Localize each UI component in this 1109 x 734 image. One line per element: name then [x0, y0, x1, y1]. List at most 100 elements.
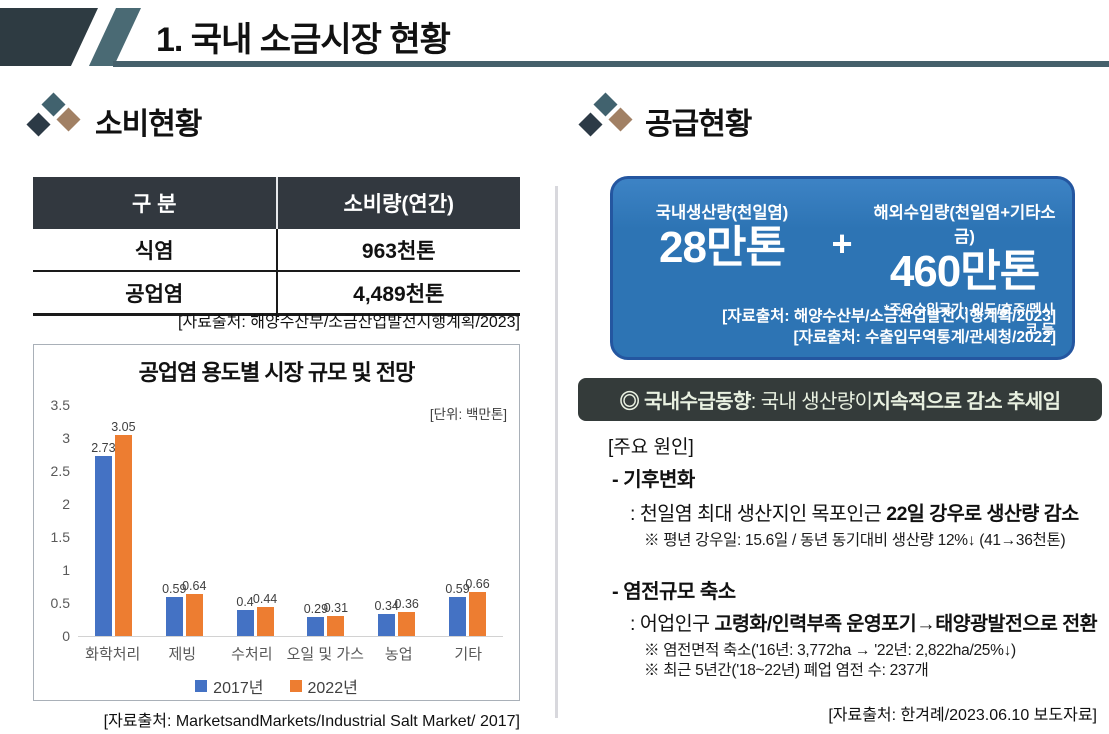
bar: [469, 592, 487, 636]
supply-box-row: 국내생산량(천일염) 28만톤 + 해외수입량(천일염+기타소금) 460만톤 …: [613, 179, 1072, 338]
bar-with-label: 0.36: [395, 597, 419, 636]
cause2-note2: ※ 최근 5년간('18~22년) 폐업 염전 수: 237개: [644, 662, 929, 679]
bar: [307, 616, 325, 636]
legend-item: 2022년: [289, 674, 358, 698]
chart-plot: 2.73 3.05 0.59 0.64 0.4 0.44 0.29 0.31 0.34 0.36 0…: [51, 397, 503, 644]
chart-groups: 2.73 3.05 0.59 0.64 0.4 0.44 0.29 0.31 0.34 0.36 0…: [78, 405, 503, 636]
bar-with-label: 0.34: [375, 599, 399, 636]
bar: [236, 609, 254, 636]
bar-with-label: 0.59: [445, 582, 470, 636]
bar-with-label: 0.4: [236, 594, 254, 636]
title-underline: [113, 61, 1109, 67]
bar-group: 0.29 0.31: [290, 405, 361, 636]
x-axis-category-label: 제빙: [168, 646, 197, 663]
y-axis-tick-label: 1.5: [50, 529, 70, 545]
cause1-line-prefix: : 천일염 최대 생산지인 목포인근: [630, 503, 887, 525]
bar-with-label: 0.59: [162, 582, 186, 636]
import-amount-value: 460만톤: [889, 247, 1040, 296]
section-title-consumption: 소비현황: [95, 108, 202, 141]
bar-with-label: 0.31: [324, 601, 348, 636]
x-axis-category-label: 수처리: [231, 646, 273, 663]
chart-unit-note: [단위: 백만톤]: [429, 407, 507, 422]
table-header-category: 구 분: [33, 177, 277, 229]
table-source: [자료출처: 해양수산부/소금산업발전시행계획/2023]: [178, 314, 520, 331]
page-title: 1. 국내 소금시장 현황: [156, 21, 451, 59]
column-divider: [555, 186, 558, 718]
bar-value-label: 0.59: [162, 582, 187, 597]
diamond-tan-icon: [56, 107, 81, 132]
table-header-row: 구 분 소비량(연간): [33, 177, 520, 229]
causes-heading: [주요 원인]: [608, 437, 694, 458]
domestic-production-label: 국내생산량(천일염): [655, 204, 789, 222]
industrial-salt-chart: 공업염 용도별 시장 규모 및 전망 [단위: 백만톤] 2.73 3.05 0.5…: [33, 344, 520, 701]
cause1-note: ※ 평년 강우일: 15.6일 / 동년 동기대비 생산량 12%↓ (41→3…: [644, 532, 1066, 549]
import-amount-label: 해외수입량(천일염+기타소금): [873, 204, 1056, 246]
legend-item: 2017년: [195, 674, 264, 698]
legend-label: 2017년: [213, 680, 264, 697]
bar-with-label: 0.64: [182, 579, 206, 636]
bar-group: 0.59 0.64: [149, 405, 220, 636]
bar-group: 2.73 3.05: [78, 405, 149, 636]
consumption-table: 구 분 소비량(연간) 식염 963천톤 공업염 4,489천톤: [33, 177, 520, 316]
table-row: 공업염 4,489천톤: [33, 271, 520, 316]
cause2-line-emphasis: 고령화/인력부족 운영포기→태양광발전으로 전환: [714, 613, 1098, 635]
header-slant-stripe: [88, 8, 141, 66]
chart-title: 공업염 용도별 시장 규모 및 전망: [138, 360, 416, 385]
bar: [327, 615, 345, 636]
cause1-title: - 기후변화: [612, 469, 695, 491]
import-countries-note: *주요수입국가: 인도/호주/멕시코 등: [883, 302, 1054, 338]
table-row: 식염 963천톤: [33, 229, 520, 272]
bar-group: 0.59 0.66: [432, 405, 503, 636]
bar-value-label: 0.59: [445, 582, 470, 597]
diamond-dark-icon: [578, 112, 603, 137]
y-axis-tick-label: 3: [62, 430, 70, 446]
bar: [185, 593, 203, 636]
cause1-line-emphasis: 22일 강우로 생산량 감소: [886, 503, 1079, 525]
x-axis-category-label: 농업: [384, 646, 413, 663]
cause2-line-prefix: : 어업인구: [630, 613, 715, 635]
trend-badge: ◎ 국내수급동향 : 국내 생산량이 지속적으로 감소 추세임: [578, 378, 1102, 421]
trend-badge-emphasis: 지속적으로 감소 추세임: [872, 391, 1061, 413]
bar-with-label: 0.44: [253, 592, 277, 636]
supply-source: [자료출처: 한겨례/2023.06.10 보도자료]: [828, 707, 1097, 724]
cause2-line: : 어업인구 고령화/인력부족 운영포기→태양광발전으로 전환: [630, 607, 1098, 636]
chart-source: [자료출처: MarketsandMarkets/Industrial Salt…: [103, 713, 520, 730]
x-axis-category-label: 기타: [454, 646, 483, 663]
table-cell-category: 공업염: [33, 271, 277, 316]
table-cell-category: 식염: [33, 229, 277, 272]
trend-badge-text: : 국내 생산량이: [750, 391, 873, 413]
bar-value-label: 0.64: [182, 578, 207, 593]
diamond-dark-icon: [26, 112, 51, 137]
x-axis-category-label: 화학처리: [85, 646, 141, 663]
bar-value-label: 3.05: [111, 419, 136, 434]
supply-box-sources: [자료출처: 해양수산부/소금산업발전시행계획/2023] [자료출처: 수출입…: [722, 307, 1056, 348]
y-axis-tick-label: 3.5: [50, 397, 70, 413]
bar-value-label: 0.4: [236, 594, 254, 609]
import-amount: 해외수입량(천일염+기타소금) 460만톤 *주요수입국가: 인도/호주/멕시코…: [873, 199, 1056, 338]
chart-legend: 2017년 2022년: [34, 674, 519, 698]
cause1-line: : 천일염 최대 생산지인 목포인근 22일 강우로 생산량 감소: [630, 497, 1079, 526]
y-axis-tick-label: 2: [62, 496, 70, 512]
bar-value-label: 2.73: [91, 440, 116, 455]
bar-group: 0.4 0.44: [220, 405, 291, 636]
table-cell-value: 963천톤: [275, 229, 520, 272]
bar: [256, 606, 274, 636]
bar: [378, 613, 396, 636]
bar-with-label: 3.05: [111, 420, 136, 636]
diamond-bullet-icon: [26, 92, 84, 150]
legend-swatch-icon: [195, 680, 208, 692]
supply-summary-box: 국내생산량(천일염) 28만톤 + 해외수입량(천일염+기타소금) 460만톤 …: [610, 176, 1075, 360]
bar: [398, 612, 416, 636]
chart-categories: 화학처리 제빙 수처리 오일 및 가스 농업 기타: [78, 643, 503, 664]
section-title-supply: 공급현황: [645, 108, 752, 141]
table-cell-value: 4,489천톤: [275, 271, 520, 316]
bar-value-label: 0.31: [323, 600, 349, 615]
supply-box-source-1: [자료출처: 해양수산부/소금산업발전시행계획/2023]: [722, 308, 1056, 326]
bar: [165, 597, 183, 636]
domestic-production-value: 28만톤: [659, 223, 786, 272]
bar-with-label: 2.73: [91, 441, 116, 636]
header-corner-block: [0, 8, 98, 66]
legend-swatch-icon: [289, 680, 302, 692]
bar-value-label: 0.29: [303, 601, 329, 616]
